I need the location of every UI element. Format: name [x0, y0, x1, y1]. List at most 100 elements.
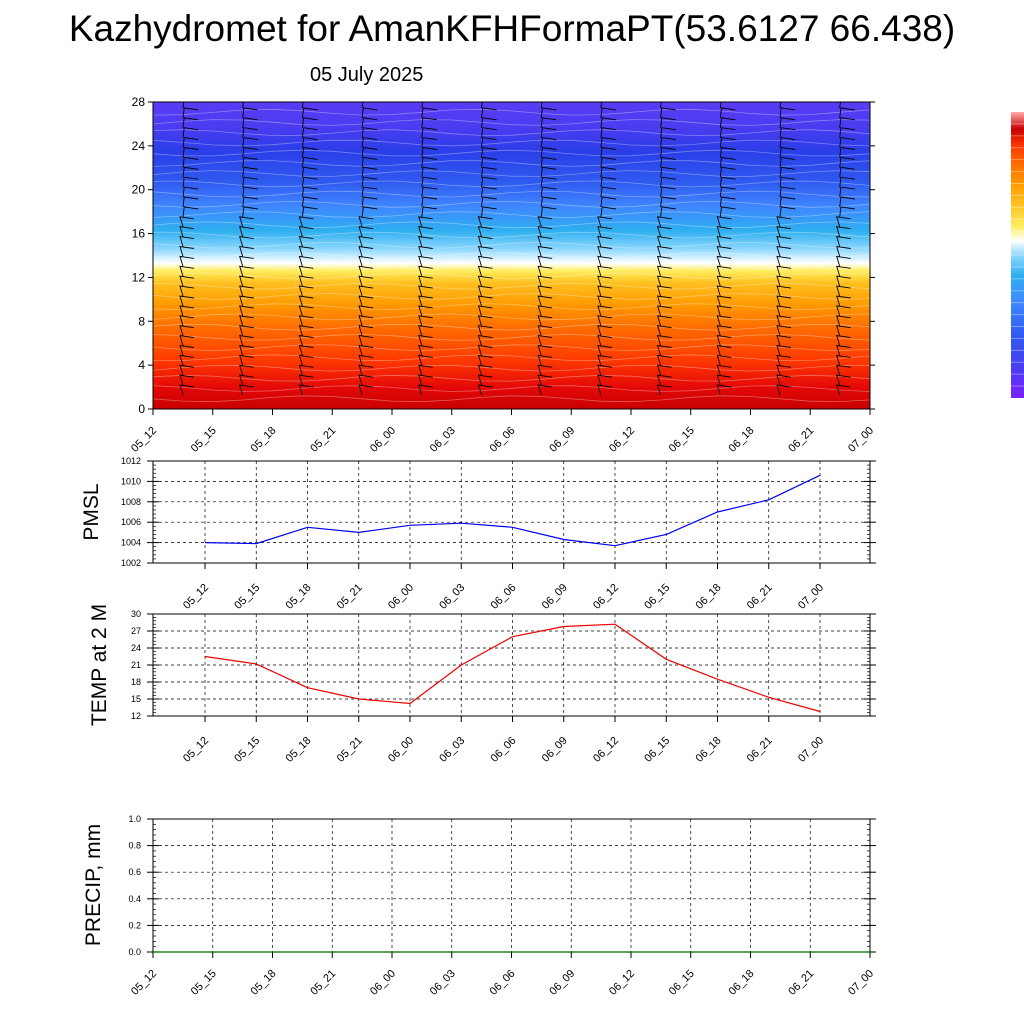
wind-barb	[660, 137, 676, 148]
wind-barb	[537, 325, 553, 336]
wind-barb	[836, 236, 851, 247]
y-axis-label: TEMP at 2 M	[88, 604, 111, 726]
wind-barb	[597, 354, 612, 366]
wind-barb	[597, 305, 612, 317]
wind-barb	[361, 156, 378, 168]
wind-barb	[242, 117, 258, 128]
wind-barb	[776, 216, 792, 227]
wind-barb	[242, 166, 258, 178]
wind-barb	[836, 374, 851, 386]
contour-line	[153, 282, 870, 290]
wind-barb	[239, 285, 254, 297]
wind-barb	[719, 196, 736, 208]
wind-barb	[418, 236, 433, 247]
wind-barb	[179, 374, 195, 386]
series-line	[204, 474, 821, 547]
wind-barb	[418, 374, 433, 386]
wind-barbs	[179, 102, 855, 396]
wind-barb	[656, 275, 672, 287]
wind-barb	[239, 245, 254, 257]
wind-barb	[600, 166, 617, 178]
wind-barb	[182, 196, 199, 208]
wind-barb	[540, 102, 543, 109]
wind-barb	[179, 305, 195, 317]
x-tick-label: 06_00	[386, 735, 416, 765]
wind-barb	[301, 117, 318, 128]
y-tick-label: 20	[132, 183, 146, 197]
wind-barb	[481, 127, 497, 138]
x-tick-label: 06_00	[386, 582, 416, 612]
wind-barb	[656, 384, 672, 396]
wind-barb	[481, 156, 497, 168]
wind-barb	[361, 186, 378, 198]
wind-barb	[776, 255, 792, 267]
wind-barb	[298, 236, 314, 247]
x-tick-label: 06_09	[540, 582, 570, 612]
contour-line	[153, 252, 870, 259]
wind-barb	[656, 285, 672, 297]
x-tick-label: 06_06	[489, 735, 519, 765]
wind-barb	[477, 315, 493, 326]
wind-barb	[597, 364, 612, 376]
wind-barb	[600, 107, 617, 118]
contour-line	[153, 313, 870, 321]
x-tick-label: 05_12	[181, 735, 211, 765]
x-tick-label: 07_00	[846, 425, 876, 455]
wind-barb	[656, 305, 672, 317]
wind-barb	[660, 206, 676, 217]
wind-barb	[477, 255, 493, 267]
wind-barb	[600, 146, 617, 158]
wind-barb	[836, 295, 851, 307]
x-tick-label: 07_00	[796, 735, 826, 765]
wind-barb	[779, 166, 796, 178]
y-tick-label: 21	[131, 660, 141, 670]
x-tick-label: 06_03	[428, 968, 458, 998]
wind-barb	[477, 384, 493, 396]
y-tick-label: 1008	[121, 497, 141, 507]
wind-barb	[298, 384, 314, 396]
wind-barb	[836, 255, 851, 267]
y-tick-label: 27	[131, 626, 141, 636]
wind-barb	[242, 176, 258, 188]
wind-barb	[298, 226, 314, 237]
wind-barb	[839, 166, 855, 178]
wind-barb	[418, 226, 433, 237]
wind-barb	[301, 166, 318, 178]
wind-barb	[660, 166, 676, 178]
wind-barb	[418, 245, 433, 257]
wind-barb	[716, 354, 732, 366]
x-tick-label: 06_06	[488, 968, 518, 998]
wind-barb	[179, 285, 195, 297]
wind-barb	[779, 102, 782, 109]
wind-barb	[839, 186, 855, 198]
wind-barb	[239, 344, 254, 356]
wind-barb	[239, 295, 254, 307]
wind-barb	[358, 344, 374, 356]
wind-barb	[361, 107, 378, 118]
wind-barb	[779, 137, 796, 148]
x-tick-label: 05_18	[249, 425, 279, 455]
wind-barb	[719, 186, 736, 198]
x-tick-label: 05_18	[284, 735, 314, 765]
wind-barb	[298, 315, 314, 326]
wind-barb	[239, 374, 254, 386]
wind-barb	[182, 107, 199, 118]
x-tick-label: 06_09	[547, 968, 577, 998]
wind-barb	[656, 295, 672, 307]
wind-barb	[301, 127, 318, 138]
contour-line	[153, 170, 870, 177]
wind-barb	[537, 315, 553, 326]
wind-barb	[242, 186, 258, 198]
wind-barb	[776, 335, 792, 346]
wind-barb	[779, 186, 796, 198]
wind-barb	[239, 384, 254, 396]
x-tick-label: 05_15	[189, 968, 219, 998]
y-tick-label: 4	[138, 358, 145, 372]
wind-barb	[839, 146, 855, 158]
wind-barb	[358, 364, 374, 376]
y-tick-label: 1002	[121, 558, 141, 568]
contour-line	[153, 149, 870, 157]
wind-barb	[421, 196, 438, 208]
wind-barb	[298, 216, 314, 227]
x-tick-label: 06_15	[642, 735, 672, 765]
